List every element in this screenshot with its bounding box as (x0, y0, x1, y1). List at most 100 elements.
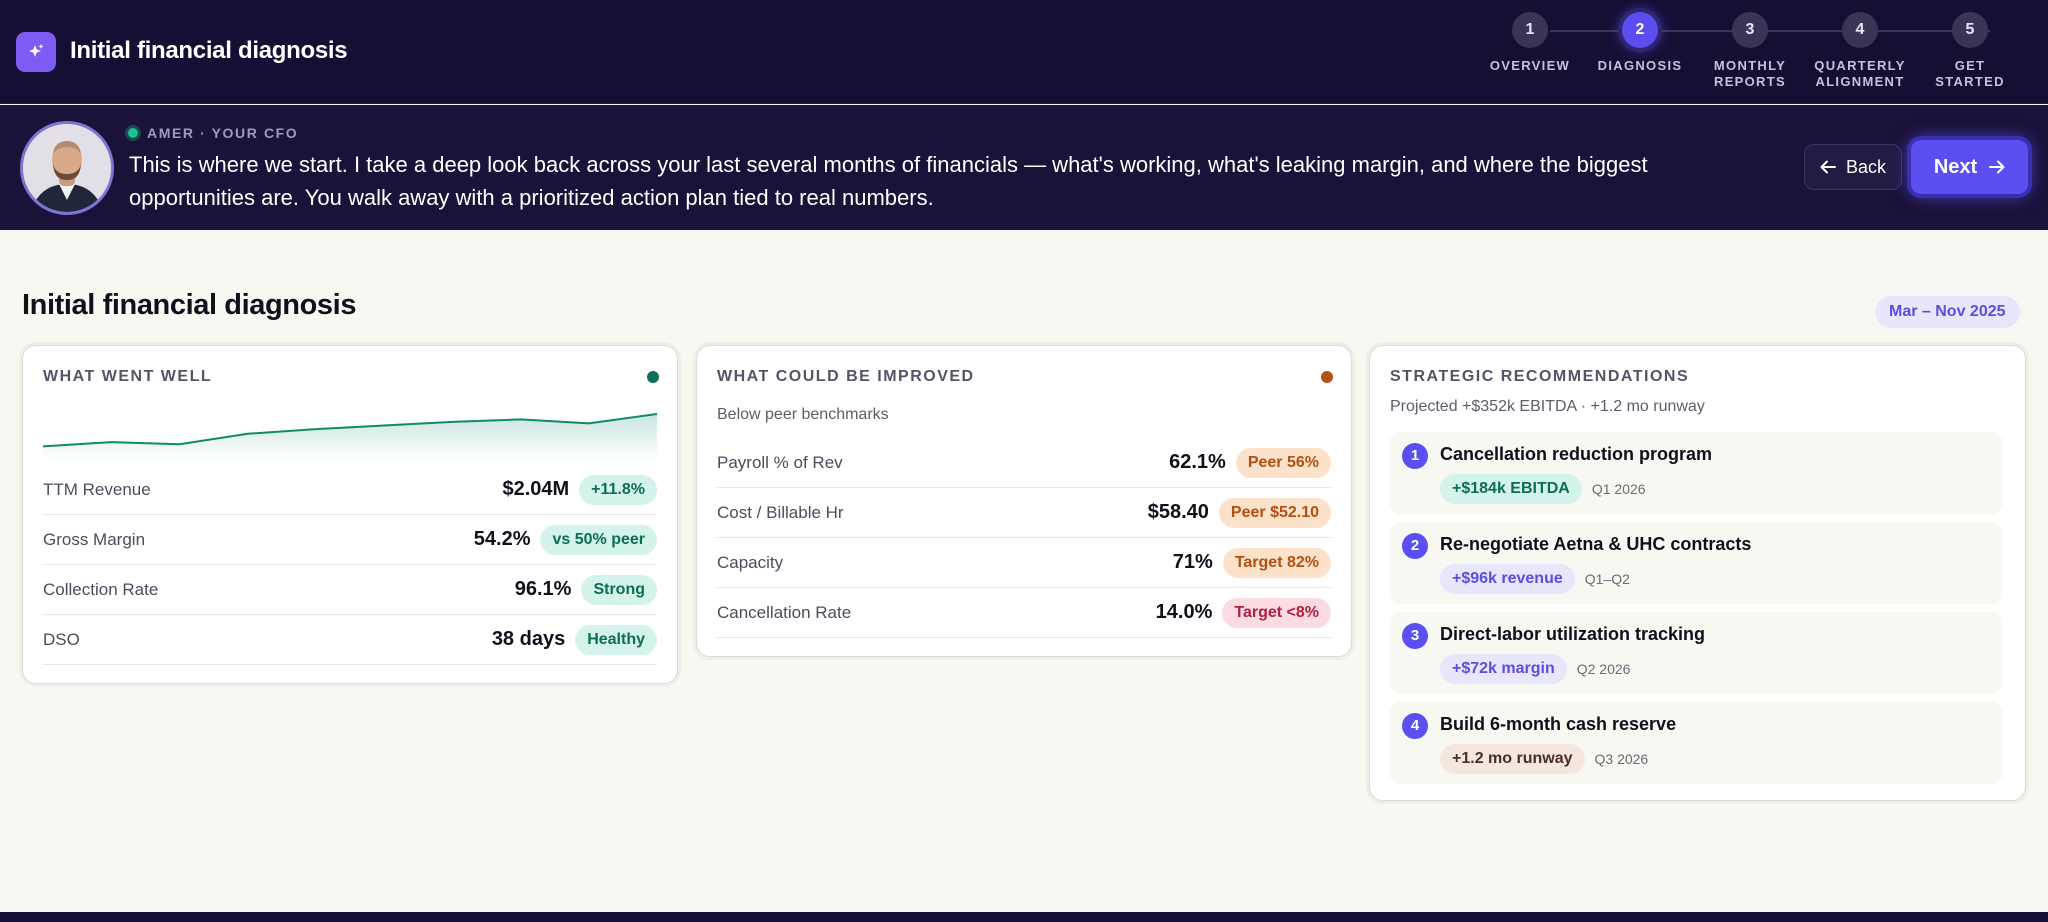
status-dot (1321, 371, 1333, 383)
arrow-right-icon (1989, 160, 2005, 174)
status-dot (647, 371, 659, 383)
sparkline-area (43, 414, 657, 460)
metric-label: DSO (43, 629, 80, 649)
metric-row-collection-rate: Collection Rate 96.1% Strong (43, 565, 657, 615)
metric-value: 96.1% (514, 578, 572, 600)
rec-timeline: Q1 2026 (1591, 481, 1646, 497)
card-heading: STRATEGIC RECOMMENDATIONS (1390, 368, 1690, 385)
step-quarterly-alignment[interactable]: 4 QUARTERLY ALIGNMENT (1800, 12, 1920, 90)
rec-timeline: Q2 2026 (1576, 661, 1631, 677)
next-button-label: Next (1933, 155, 1978, 178)
step-label: GET STARTED (1935, 58, 2005, 89)
metric-value: 71% (1172, 551, 1213, 573)
rec-timeline: Q3 2026 (1594, 751, 1649, 767)
recommendation-item[interactable]: 3 Direct-labor utilization tracking +$72… (1390, 612, 2002, 694)
cfo-message-bar (0, 105, 2048, 230)
metric-row-ttm-revenue: TTM Revenue $2.04M +11.8% (43, 465, 657, 515)
metric-value: 14.0% (1155, 601, 1213, 623)
recommendation-item[interactable]: 4 Build 6-month cash reserve +1.2 mo run… (1390, 702, 2002, 784)
metric-label: Cancellation Rate (717, 602, 852, 622)
revenue-sparkline (43, 413, 657, 460)
page-title: Initial financial diagnosis (22, 289, 357, 321)
step-overview[interactable]: 1 OVERVIEW (1470, 12, 1590, 74)
cfo-avatar (20, 121, 114, 215)
card-heading: WHAT COULD BE IMPROVED (717, 368, 975, 385)
metric-value: 54.2% (473, 528, 531, 550)
metric-badge: Healthy (575, 624, 657, 655)
rec-meta: +$96k revenue Q1–Q2 (1440, 564, 1630, 594)
rec-number: 3 (1402, 623, 1428, 649)
back-button[interactable]: Back (1804, 144, 1902, 190)
metric-row-payroll: Payroll % of Rev 62.1% Peer 56% (717, 438, 1331, 488)
rec-title: Build 6-month cash reserve (1440, 714, 1677, 734)
app-title: Initial financial diagnosis (70, 37, 348, 64)
cfo-message: This is where we start. I take a deep lo… (129, 152, 1648, 210)
progress-stepper: 1 OVERVIEW 2 DIAGNOSIS 3 MONTHLY REPORTS… (1470, 12, 2010, 92)
metric-value: 62.1% (1169, 451, 1226, 473)
cfo-tag: AMER · YOUR CFO (125, 125, 298, 141)
rec-impact-badge: +$72k margin (1440, 654, 1567, 684)
arrow-left-icon (1820, 160, 1836, 174)
rec-impact-badge: +1.2 mo runway (1440, 744, 1585, 774)
step-get-started[interactable]: 5 GET STARTED (1910, 12, 2030, 90)
step-label: OVERVIEW (1489, 58, 1571, 73)
sparkle-logo-icon (16, 32, 56, 72)
metric-label: Payroll % of Rev (717, 452, 843, 472)
step-label: MONTHLY REPORTS (1713, 58, 1787, 89)
metric-badge: Peer 56% (1235, 447, 1331, 478)
went-well-card: WHAT WENT WELL TTM Revenue $2.04M +11.8%… (22, 345, 678, 684)
sparkline-line (43, 413, 657, 448)
rec-number: 1 (1402, 443, 1428, 469)
rec-title: Direct-labor utilization tracking (1440, 624, 1706, 644)
metric-row-capacity: Capacity 71% Target 82% (717, 538, 1331, 588)
card-heading: WHAT WENT WELL (43, 368, 213, 385)
recommendations-card: STRATEGIC RECOMMENDATIONS Projected +$35… (1369, 345, 2026, 801)
metric-label: TTM Revenue (43, 479, 151, 499)
metric-label: Cost / Billable Hr (717, 502, 844, 522)
metric-label: Gross Margin (43, 529, 146, 549)
metric-value: 38 days (491, 628, 566, 650)
metric-badge: vs 50% peer (540, 524, 657, 555)
metric-value: $58.40 (1147, 501, 1209, 523)
step-monthly-reports[interactable]: 3 MONTHLY REPORTS (1690, 12, 1810, 90)
metric-label: Collection Rate (43, 579, 159, 599)
rec-meta: +$72k margin Q2 2026 (1440, 654, 1630, 684)
step-diagnosis[interactable]: 2 DIAGNOSIS (1580, 12, 1700, 74)
rec-impact-badge: +$96k revenue (1440, 564, 1575, 594)
step-number: 1 (1512, 12, 1548, 48)
online-status-icon (125, 125, 141, 141)
cfo-label: AMER · YOUR CFO (147, 125, 299, 141)
rec-impact-badge: +$184k EBITDA (1440, 474, 1582, 504)
bottom-strip (0, 912, 2048, 922)
metric-label: Capacity (717, 552, 784, 572)
step-number: 5 (1952, 12, 1988, 48)
top-bar: Initial financial diagnosis 1 OVERVIEW 2… (0, 0, 2048, 104)
date-range-chip[interactable]: Mar – Nov 2025 (1875, 296, 2020, 328)
step-label: QUARTERLY ALIGNMENT (1814, 58, 1906, 89)
metric-badge: Target <8% (1222, 597, 1331, 628)
metric-row-cost-per-hour: Cost / Billable Hr $58.40 Peer $52.10 (717, 488, 1331, 538)
rec-title: Re-negotiate Aetna & UHC contracts (1440, 534, 1752, 554)
rec-number: 4 (1402, 713, 1428, 739)
metric-row-dso: DSO 38 days Healthy (43, 615, 657, 665)
could-improve-card: WHAT COULD BE IMPROVED Below peer benchm… (696, 345, 1352, 657)
step-number: 2 (1622, 12, 1658, 48)
metric-row-gross-margin: Gross Margin 54.2% vs 50% peer (43, 515, 657, 565)
step-label: DIAGNOSIS (1597, 58, 1683, 73)
rec-timeline: Q1–Q2 (1584, 571, 1630, 587)
card-subtitle: Below peer benchmarks (717, 406, 889, 423)
next-button[interactable]: Next (1911, 140, 2028, 194)
recommendation-item[interactable]: 1 Cancellation reduction program +$184k … (1390, 432, 2002, 514)
card-subtitle: Projected +$352k EBITDA · +1.2 mo runway (1390, 398, 1705, 415)
rec-number: 2 (1402, 533, 1428, 559)
metric-row-cancellation: Cancellation Rate 14.0% Target <8% (717, 588, 1331, 638)
rec-meta: +$184k EBITDA Q1 2026 (1440, 474, 1646, 504)
metric-value: $2.04M (502, 478, 570, 500)
metric-badge: Strong (581, 574, 657, 605)
metric-badge: Target 82% (1222, 547, 1331, 578)
rec-title: Cancellation reduction program (1440, 444, 1713, 464)
back-button-label: Back (1845, 156, 1887, 177)
rec-meta: +1.2 mo runway Q3 2026 (1440, 744, 1648, 774)
recommendation-item[interactable]: 2 Re-negotiate Aetna & UHC contracts +$9… (1390, 522, 2002, 604)
step-number: 3 (1732, 12, 1768, 48)
